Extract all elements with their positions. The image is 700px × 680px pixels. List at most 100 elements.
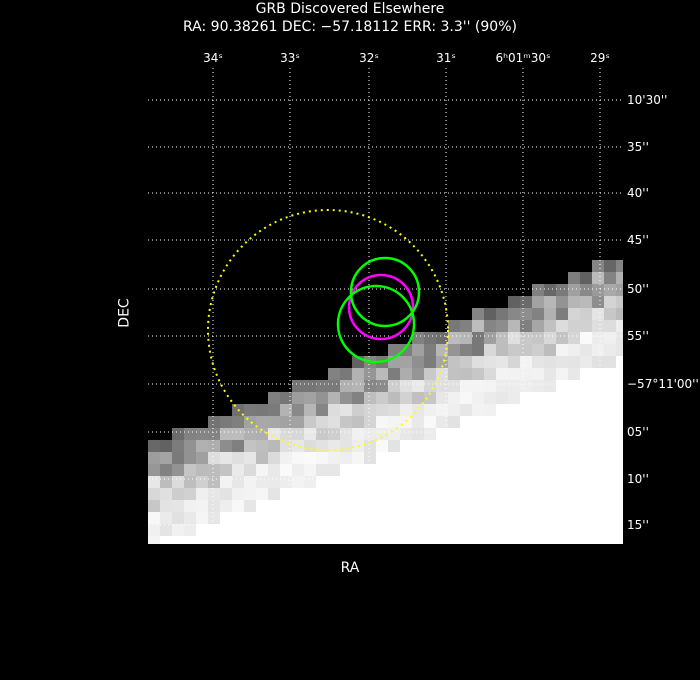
sky-pixel — [592, 380, 604, 392]
sky-pixel — [340, 452, 352, 464]
sky-pixel — [616, 284, 623, 296]
sky-pixel — [268, 512, 280, 524]
sky-pixel — [520, 512, 532, 524]
sky-pixel — [340, 464, 352, 476]
sky-pixel — [340, 368, 352, 380]
sky-pixel — [256, 440, 268, 452]
sky-pixel — [364, 452, 376, 464]
sky-pixel — [472, 320, 484, 332]
sky-pixel — [616, 380, 623, 392]
sky-pixel — [532, 296, 544, 308]
sky-pixel — [436, 440, 448, 452]
sky-pixel — [580, 320, 592, 332]
sky-pixel — [400, 440, 412, 452]
sky-pixel — [388, 488, 400, 500]
sky-pixel — [592, 440, 604, 452]
sky-pixel — [364, 512, 376, 524]
sky-pixel — [532, 416, 544, 428]
sky-pixel — [496, 344, 508, 356]
sky-pixel — [532, 320, 544, 332]
sky-pixel — [328, 476, 340, 488]
sky-pixel — [604, 428, 616, 440]
sky-pixel — [472, 524, 484, 536]
sky-pixel — [184, 536, 196, 544]
sky-pixel — [532, 536, 544, 544]
sky-pixel — [496, 464, 508, 476]
sky-pixel — [460, 356, 472, 368]
sky-pixel — [604, 536, 616, 544]
sky-pixel — [436, 452, 448, 464]
sky-pixel — [172, 476, 184, 488]
sky-pixel — [472, 464, 484, 476]
sky-pixel — [304, 380, 316, 392]
sky-pixel — [424, 380, 436, 392]
sky-pixel — [292, 500, 304, 512]
sky-pixel — [592, 464, 604, 476]
sky-pixel — [532, 332, 544, 344]
sky-pixel — [268, 500, 280, 512]
error-circle — [207, 209, 449, 451]
sky-pixel — [172, 464, 184, 476]
sky-pixel — [268, 524, 280, 536]
sky-pixel — [256, 524, 268, 536]
sky-pixel — [208, 440, 220, 452]
sky-pixel — [532, 452, 544, 464]
sky-pixel — [580, 488, 592, 500]
sky-pixel — [160, 452, 172, 464]
sky-pixel — [460, 368, 472, 380]
sky-pixel — [352, 488, 364, 500]
sky-pixel — [580, 284, 592, 296]
sky-pixel — [508, 452, 520, 464]
sky-pixel — [544, 500, 556, 512]
sky-pixel — [604, 488, 616, 500]
sky-pixel — [496, 440, 508, 452]
sky-pixel — [508, 536, 520, 544]
sky-pixel — [304, 500, 316, 512]
sky-pixel — [244, 524, 256, 536]
sky-pixel — [256, 512, 268, 524]
sky-pixel — [472, 512, 484, 524]
sky-pixel — [484, 404, 496, 416]
sky-pixel — [268, 476, 280, 488]
sky-pixel — [196, 500, 208, 512]
sky-pixel — [280, 500, 292, 512]
sky-pixel — [592, 320, 604, 332]
sky-pixel — [376, 404, 388, 416]
sky-pixel — [280, 536, 292, 544]
sky-pixel — [364, 500, 376, 512]
sky-pixel — [340, 476, 352, 488]
sky-pixel — [604, 512, 616, 524]
sky-pixel — [448, 440, 460, 452]
sky-pixel — [592, 284, 604, 296]
sky-pixel — [160, 464, 172, 476]
sky-pixel — [532, 464, 544, 476]
sky-pixel — [184, 500, 196, 512]
sky-image — [148, 260, 623, 544]
sky-pixel — [436, 476, 448, 488]
sky-pixel — [184, 476, 196, 488]
sky-pixel — [364, 380, 376, 392]
sky-pixel — [412, 500, 424, 512]
sky-pixel — [424, 524, 436, 536]
sky-pixel — [556, 500, 568, 512]
sky-pixel — [544, 320, 556, 332]
sky-pixel — [316, 380, 328, 392]
sky-pixel — [268, 464, 280, 476]
sky-pixel — [352, 428, 364, 440]
sky-pixel — [412, 416, 424, 428]
sky-pixel — [268, 452, 280, 464]
sky-pixel — [592, 512, 604, 524]
sky-pixel — [436, 464, 448, 476]
sky-pixel — [424, 500, 436, 512]
sky-pixel — [568, 356, 580, 368]
sky-pixel — [604, 500, 616, 512]
sky-pixel — [616, 440, 623, 452]
sky-pixel — [376, 524, 388, 536]
sky-pixel — [472, 440, 484, 452]
sky-pixel — [232, 464, 244, 476]
sky-pixel — [472, 536, 484, 544]
sky-pixel — [172, 452, 184, 464]
dec-tick-label: −57°11'00'' — [627, 377, 699, 391]
sky-pixel — [472, 308, 484, 320]
sky-pixel — [592, 368, 604, 380]
